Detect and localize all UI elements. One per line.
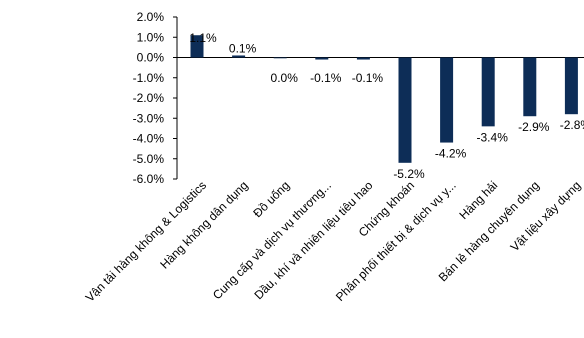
- data-label: 1.1%: [189, 31, 217, 45]
- y-tick-label: -2.0%: [133, 91, 165, 105]
- bar: [481, 57, 495, 127]
- data-label: -2.8%: [560, 118, 584, 132]
- bar: [356, 57, 370, 60]
- data-label: -0.1%: [352, 71, 384, 85]
- y-tick-label: 2.0%: [137, 10, 165, 24]
- bar: [523, 57, 537, 117]
- data-label: -0.1%: [310, 71, 342, 85]
- y-tick-label: -3.0%: [133, 111, 165, 125]
- y-tick-label: 0.0%: [137, 51, 165, 65]
- bar: [398, 57, 412, 163]
- category-label: Vật liệu xây dựng: [508, 178, 584, 254]
- data-label: -2.9%: [518, 120, 550, 134]
- bar: [273, 57, 287, 59]
- data-label: -5.2%: [393, 167, 425, 181]
- bar: [564, 57, 578, 115]
- data-label: 0.0%: [271, 71, 299, 85]
- y-tick-label: -4.0%: [133, 132, 165, 146]
- data-label: -3.4%: [477, 130, 509, 144]
- bar: [315, 57, 329, 60]
- data-label: -4.2%: [435, 147, 467, 161]
- y-tick-label: -1.0%: [133, 71, 165, 85]
- bar: [232, 55, 246, 58]
- bar: [440, 57, 454, 143]
- category-label: Đồ uống: [250, 178, 292, 220]
- y-tick-label: -5.0%: [133, 152, 165, 166]
- bar: [190, 35, 204, 58]
- data-label: 0.1%: [229, 41, 257, 55]
- y-tick-label: 1.0%: [137, 30, 165, 44]
- y-tick-label: -6.0%: [133, 172, 165, 186]
